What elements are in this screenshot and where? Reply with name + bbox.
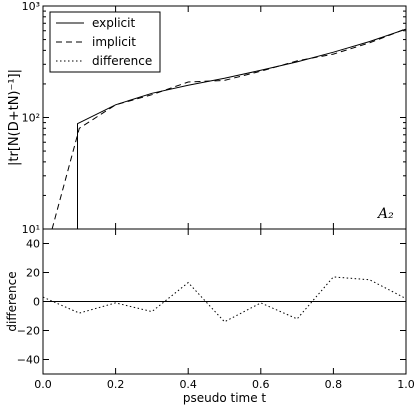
legend-label-implicit: implicit (92, 35, 136, 49)
y-axis-label-bottom: difference (5, 271, 19, 331)
x-tick-label: 1.0 (397, 378, 415, 391)
y-tick-label: 10² (22, 112, 40, 125)
bottom-axis-ticks: −40 −20 0 20 40 0.0 0.2 0.4 0.6 0.8 1.0 (17, 229, 415, 391)
x-tick-label: 0.6 (252, 378, 270, 391)
y-tick-label: −20 (17, 325, 40, 338)
top-axis-ticks: 10¹ 10² 10³ (22, 0, 407, 236)
y-tick-label: 40 (26, 238, 40, 251)
y-tick-label: 10¹ (22, 223, 40, 236)
legend: explicit implicit difference (49, 11, 161, 73)
y-tick-label: −40 (17, 354, 40, 367)
legend-label-difference: difference (92, 54, 152, 68)
y-tick-label: 0 (33, 296, 40, 309)
y-tick-label: 20 (26, 267, 40, 280)
chart-annotation: A₂ (376, 206, 394, 222)
axis-labels-group: pseudo time t |tr[N(D+tN)⁻¹]| difference (5, 69, 266, 405)
x-tick-label: 0.8 (325, 378, 343, 391)
x-tick-label: 0.0 (34, 378, 52, 391)
x-axis-label: pseudo time t (183, 391, 267, 405)
y-axis-label-top: |tr[N(D+tN)⁻¹]| (7, 69, 22, 166)
series-line-explicit (77, 28, 407, 229)
y-tick-label: 10³ (22, 0, 40, 13)
top-series-group (51, 28, 407, 230)
series-line-implicit (51, 28, 407, 230)
x-tick-label: 0.4 (179, 378, 197, 391)
bottom-series-group (42, 276, 407, 323)
x-tick-label: 0.2 (107, 378, 125, 391)
legend-label-explicit: explicit (92, 16, 135, 30)
series-line-difference (42, 276, 407, 323)
